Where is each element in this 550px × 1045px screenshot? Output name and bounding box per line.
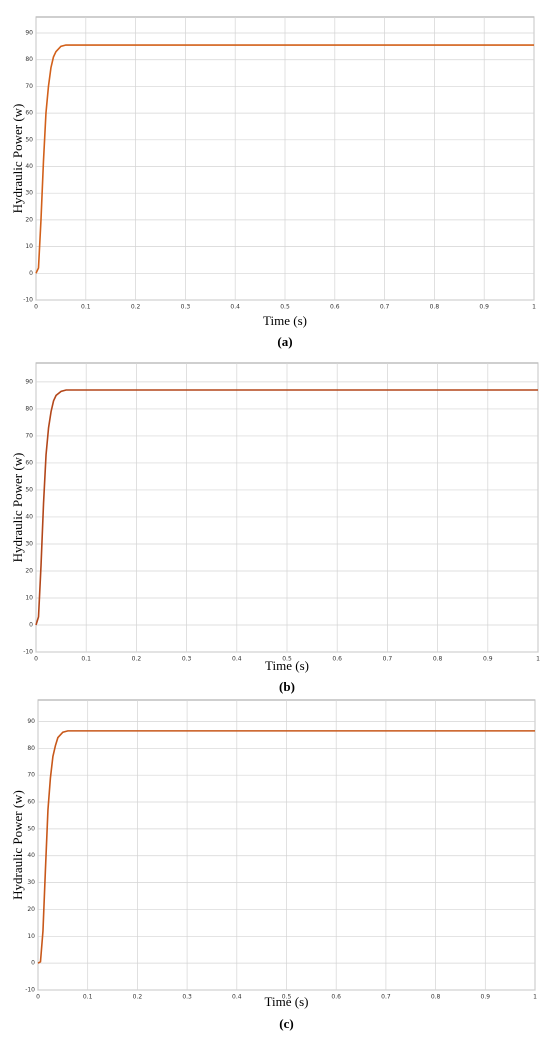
caption: (a): [277, 334, 292, 349]
x-tick-label: 0.2: [132, 656, 142, 663]
y-tick-label: 70: [25, 432, 33, 439]
x-tick-label: 0.1: [83, 994, 93, 1001]
data-line: [37, 730, 535, 964]
y-tick-label: 50: [27, 825, 35, 832]
chart: 0 0.1 0.2 0.3 0.4 0.5 0.6 0.7 0.8 0.9 1-1001020304…: [10, 699, 537, 1031]
y-tick-label: 90: [27, 718, 35, 725]
y-tick-label: 60: [27, 799, 35, 806]
chart: 0 0.1 0.2 0.3 0.4 0.5 0.6 0.7 0.8 0.9 1-1001020304…: [10, 16, 536, 349]
y-tick-label: 10: [27, 933, 35, 940]
x-tick-label: 0.7: [383, 656, 393, 663]
x-axis-label: Time (s): [265, 994, 309, 1009]
data-line: [35, 44, 534, 274]
x-tick-label: 0.8: [431, 994, 441, 1001]
y-tick-label: 90: [25, 378, 33, 385]
y-tick-label: 40: [27, 852, 35, 859]
y-axis-label: Hydraulic Power (w): [10, 453, 25, 563]
x-tick-label: 0: [34, 304, 38, 311]
y-tick-label: 30: [27, 879, 35, 886]
y-tick-label: 0: [29, 270, 33, 277]
y-axis-label: Hydraulic Power (w): [10, 104, 25, 214]
x-tick-label: 0.6: [330, 304, 340, 311]
x-tick-label: 0.9: [481, 994, 491, 1001]
x-tick-label: 0.1: [81, 304, 91, 311]
x-tick-label: 0.7: [380, 304, 390, 311]
x-tick-label: 0.2: [133, 994, 143, 1001]
y-tick-label: 50: [25, 486, 33, 493]
y-tick-label: 60: [25, 459, 33, 466]
x-tick-label: 1: [533, 994, 537, 1001]
x-tick-label: 0.2: [131, 304, 141, 311]
x-tick-label: 0.5: [282, 656, 292, 663]
y-tick-label: 80: [27, 745, 35, 752]
x-tick-label: 0.9: [479, 304, 489, 311]
x-tick-label: 0: [36, 994, 40, 1001]
y-tick-label: 20: [27, 906, 35, 913]
x-tick-label: 0.4: [232, 656, 242, 663]
x-tick-label: 0.9: [483, 656, 493, 663]
y-tick-label: 80: [25, 56, 33, 63]
chart: 0 0.1 0.2 0.3 0.4 0.5 0.6 0.7 0.8 0.9 1-1001020304…: [10, 362, 540, 694]
x-tick-label: 0.5: [280, 304, 290, 311]
caption: (b): [279, 679, 295, 694]
y-tick-label: 30: [25, 540, 33, 547]
y-tick-label: 20: [25, 567, 33, 574]
x-tick-label: 0.8: [433, 656, 443, 663]
y-axis-label: Hydraulic Power (w): [10, 790, 25, 900]
x-tick-label: 0.4: [232, 994, 242, 1001]
x-axis-label: Time (s): [263, 313, 307, 328]
x-tick-label: 1: [532, 304, 536, 311]
x-tick-label: 1: [536, 656, 540, 663]
x-tick-label: 0.1: [81, 656, 91, 663]
y-tick-label: -10: [23, 297, 33, 304]
y-tick-label: 0: [29, 621, 33, 628]
x-tick-label: 0.3: [182, 656, 192, 663]
y-tick-label: -10: [25, 987, 35, 994]
y-tick-label: 0: [31, 960, 35, 967]
x-tick-label: 0.3: [181, 304, 191, 311]
x-tick-label: 0.6: [332, 656, 342, 663]
y-tick-label: 10: [25, 594, 33, 601]
y-tick-label: 20: [25, 216, 33, 223]
x-tick-label: 0.7: [381, 994, 391, 1001]
y-tick-label: 50: [25, 136, 33, 143]
x-tick-label: 0.4: [230, 304, 240, 311]
y-tick-label: 30: [25, 190, 33, 197]
data-line: [35, 389, 538, 626]
y-tick-label: 90: [25, 30, 33, 37]
y-tick-label: 70: [27, 772, 35, 779]
x-tick-label: 0.6: [331, 994, 341, 1001]
x-tick-label: 0.8: [430, 304, 440, 311]
x-tick-label: 0.3: [182, 994, 192, 1001]
caption: (c): [279, 1016, 293, 1031]
x-tick-label: 0: [34, 656, 38, 663]
y-tick-label: 80: [25, 405, 33, 412]
y-tick-label: -10: [23, 649, 33, 656]
y-tick-label: 40: [25, 163, 33, 170]
x-tick-label: 0.5: [282, 994, 292, 1001]
y-tick-label: 60: [25, 110, 33, 117]
y-tick-label: 10: [25, 243, 33, 250]
x-axis-label: Time (s): [265, 658, 309, 673]
y-tick-label: 70: [25, 83, 33, 90]
y-tick-label: 40: [25, 513, 33, 520]
